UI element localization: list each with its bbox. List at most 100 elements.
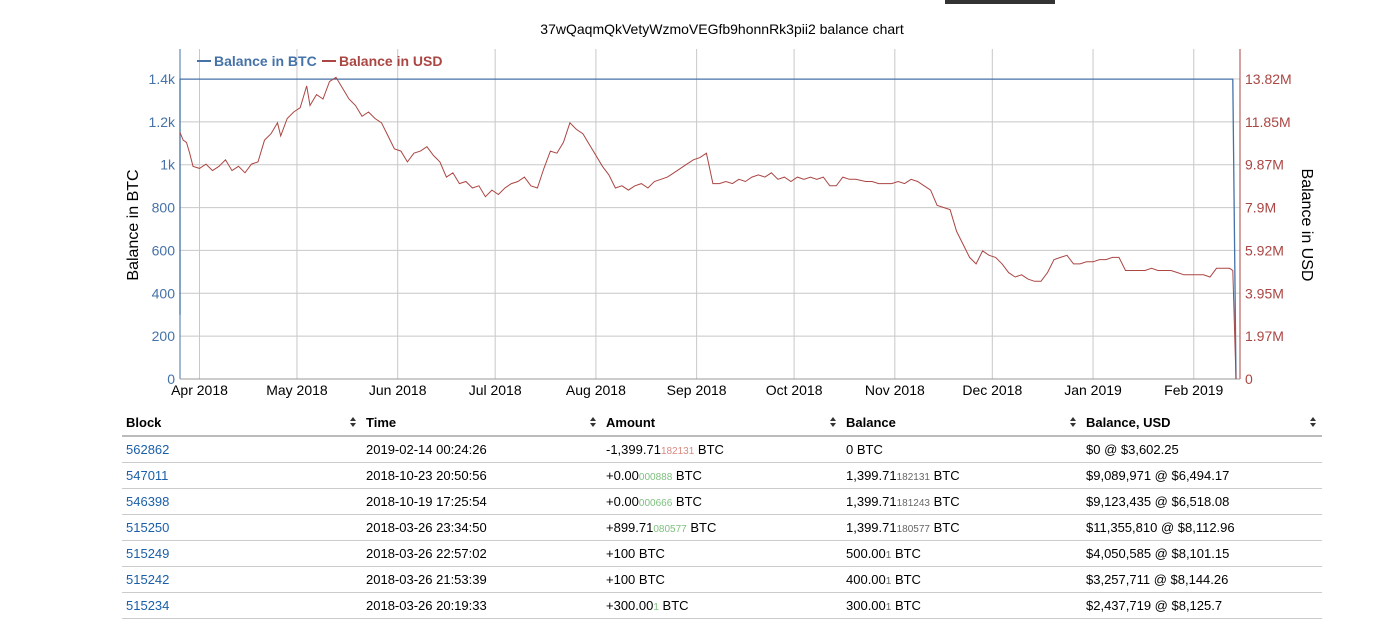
amount-unit: BTC [694, 442, 724, 457]
balance-main: 1,399.71 [846, 494, 897, 509]
amount-main: +100 BTC [606, 546, 665, 561]
transactions-table: Block Time Amount Balance Balance, USD 5… [122, 409, 1322, 619]
amount-small-digits: 182131 [660, 446, 695, 457]
balance-small-digits: 1 [885, 576, 892, 587]
x-tick-label: Dec 2018 [962, 382, 1022, 398]
sort-icon[interactable] [830, 417, 836, 427]
cell-amount: -1,399.71182131 BTC [602, 436, 842, 463]
balance-unit: BTC [891, 546, 921, 561]
balance-main: 1,399.71 [846, 468, 897, 483]
y-right-axis-title: Balance in USD [1298, 169, 1315, 282]
cell-amount: +100 BTC [602, 566, 842, 593]
amount-main: -1,399.71 [606, 442, 661, 457]
cell-time: 2019-02-14 00:24:26 [362, 436, 602, 463]
cell-balance-usd: $11,355,810 @ $8,112.96 [1082, 514, 1322, 541]
balance-small-digits: 1 [885, 602, 892, 613]
x-tick-label: Aug 2018 [566, 382, 626, 398]
cell-balance: 1,399.71182131 BTC [842, 462, 1082, 489]
block-link[interactable]: 515242 [126, 572, 170, 587]
header-amount[interactable]: Amount [602, 409, 842, 437]
balance-main: 400.00 [846, 572, 886, 587]
header-balance[interactable]: Balance [842, 409, 1082, 437]
block-link[interactable]: 515250 [126, 520, 170, 535]
chart-title: 37wQaqmQkVetyWzmoVEGfb9honnRk3pii2 balan… [540, 21, 904, 37]
sort-icon[interactable] [350, 417, 356, 427]
amount-unit: BTC [686, 520, 717, 535]
balance-small-digits: 181243 [896, 498, 930, 509]
cell-time: 2018-03-26 22:57:02 [362, 540, 602, 567]
x-tick-label: Sep 2018 [667, 382, 727, 398]
header-time[interactable]: Time [362, 409, 602, 437]
y-left-tick-label: 1.4k [149, 71, 176, 87]
balance-unit: BTC [891, 572, 921, 587]
y-right-tick-label: 3.95M [1245, 285, 1284, 301]
amount-main: +899.71 [606, 520, 654, 535]
cell-balance-usd: $4,050,585 @ $8,101.15 [1082, 540, 1322, 567]
table-row: 547011 2018-10-23 20:50:56 +0.00000888 BTC… [122, 462, 1322, 489]
table-row: 515242 2018-03-26 21:53:39 +100 BTC 400.001… [122, 566, 1322, 593]
balance-small-digits: 180577 [896, 524, 930, 535]
y-left-axis-title: Balance in BTC [125, 169, 142, 280]
cell-balance-usd: $9,089,971 @ $6,494.17 [1082, 462, 1322, 489]
header-label: Balance [846, 414, 896, 430]
balance-small-digits: 182131 [896, 472, 930, 483]
block-link[interactable]: 547011 [126, 468, 169, 483]
balance-unit: BTC [929, 494, 960, 509]
y-right-tick-label: 0 [1245, 371, 1253, 387]
x-tick-label: Nov 2018 [865, 382, 925, 398]
block-link[interactable]: 546398 [126, 494, 170, 509]
cell-block: 515242 [122, 566, 362, 593]
cell-balance-usd: $3,257,711 @ $8,144.26 [1082, 566, 1322, 593]
amount-small-digits: 000888 [638, 472, 673, 483]
cell-balance: 0 BTC [842, 436, 1082, 463]
y-right-tick-label: 9.87M [1245, 157, 1284, 173]
sort-icon[interactable] [1310, 417, 1316, 427]
cell-balance: 1,399.71180577 BTC [842, 514, 1082, 541]
header-block[interactable]: Block [122, 409, 362, 437]
y-left-tick-label: 1k [160, 157, 176, 173]
cell-time: 2018-03-26 21:53:39 [362, 566, 602, 593]
header-label: Amount [606, 414, 656, 430]
block-link[interactable]: 562862 [126, 442, 170, 457]
legend-label-usd: Balance in USD [339, 53, 442, 69]
y-right-tick-label: 13.82M [1245, 71, 1292, 87]
cell-block: 515250 [122, 514, 362, 541]
y-left-tick-label: 800 [152, 200, 176, 216]
cell-balance-usd: $9,123,435 @ $6,518.08 [1082, 488, 1322, 515]
header-label: Block [126, 414, 162, 430]
cell-balance: 500.001 BTC [842, 540, 1082, 567]
cell-block: 546398 [122, 488, 362, 515]
amount-main: +300.00 [606, 598, 654, 613]
sort-icon[interactable] [590, 417, 596, 427]
header-label: Balance, USD [1086, 414, 1171, 430]
cell-balance: 400.001 BTC [842, 566, 1082, 593]
cell-amount: +899.71080577 BTC [602, 514, 842, 541]
balance-main: 0 BTC [846, 442, 883, 457]
cell-balance-usd: $0 @ $3,602.25 [1082, 436, 1322, 463]
cell-time: 2018-03-26 23:34:50 [362, 514, 602, 541]
cell-amount: +300.001 BTC [602, 592, 842, 619]
cell-block: 515249 [122, 540, 362, 567]
x-tick-label: Jan 2019 [1064, 382, 1122, 398]
x-tick-label: Jul 2018 [469, 382, 522, 398]
amount-main: +0.00 [606, 494, 639, 509]
block-link[interactable]: 515234 [126, 598, 170, 613]
balance-unit: BTC [929, 468, 960, 483]
x-tick-label: Oct 2018 [766, 382, 823, 398]
amount-unit: BTC [658, 598, 689, 613]
y-left-tick-label: 600 [152, 242, 176, 258]
cell-balance-usd: $2,437,719 @ $8,125.7 [1082, 592, 1322, 619]
cell-time: 2018-03-26 20:19:33 [362, 592, 602, 619]
cell-time: 2018-10-19 17:25:54 [362, 488, 602, 515]
balance-main: 300.00 [846, 598, 886, 613]
amount-unit: BTC [672, 468, 702, 483]
balance-small-digits: 1 [885, 550, 892, 561]
balance-chart: 37wQaqmQkVetyWzmoVEGfb9honnRk3pii2 balan… [125, 21, 1315, 398]
amount-small-digits: 1 [653, 602, 659, 613]
block-link[interactable]: 515249 [126, 546, 170, 561]
cell-block: 515234 [122, 592, 362, 619]
header-balance-usd[interactable]: Balance, USD [1082, 409, 1322, 437]
cell-time: 2018-10-23 20:50:56 [362, 462, 602, 489]
table-row: 515249 2018-03-26 22:57:02 +100 BTC 500.001… [122, 540, 1322, 567]
sort-icon[interactable] [1070, 417, 1076, 427]
